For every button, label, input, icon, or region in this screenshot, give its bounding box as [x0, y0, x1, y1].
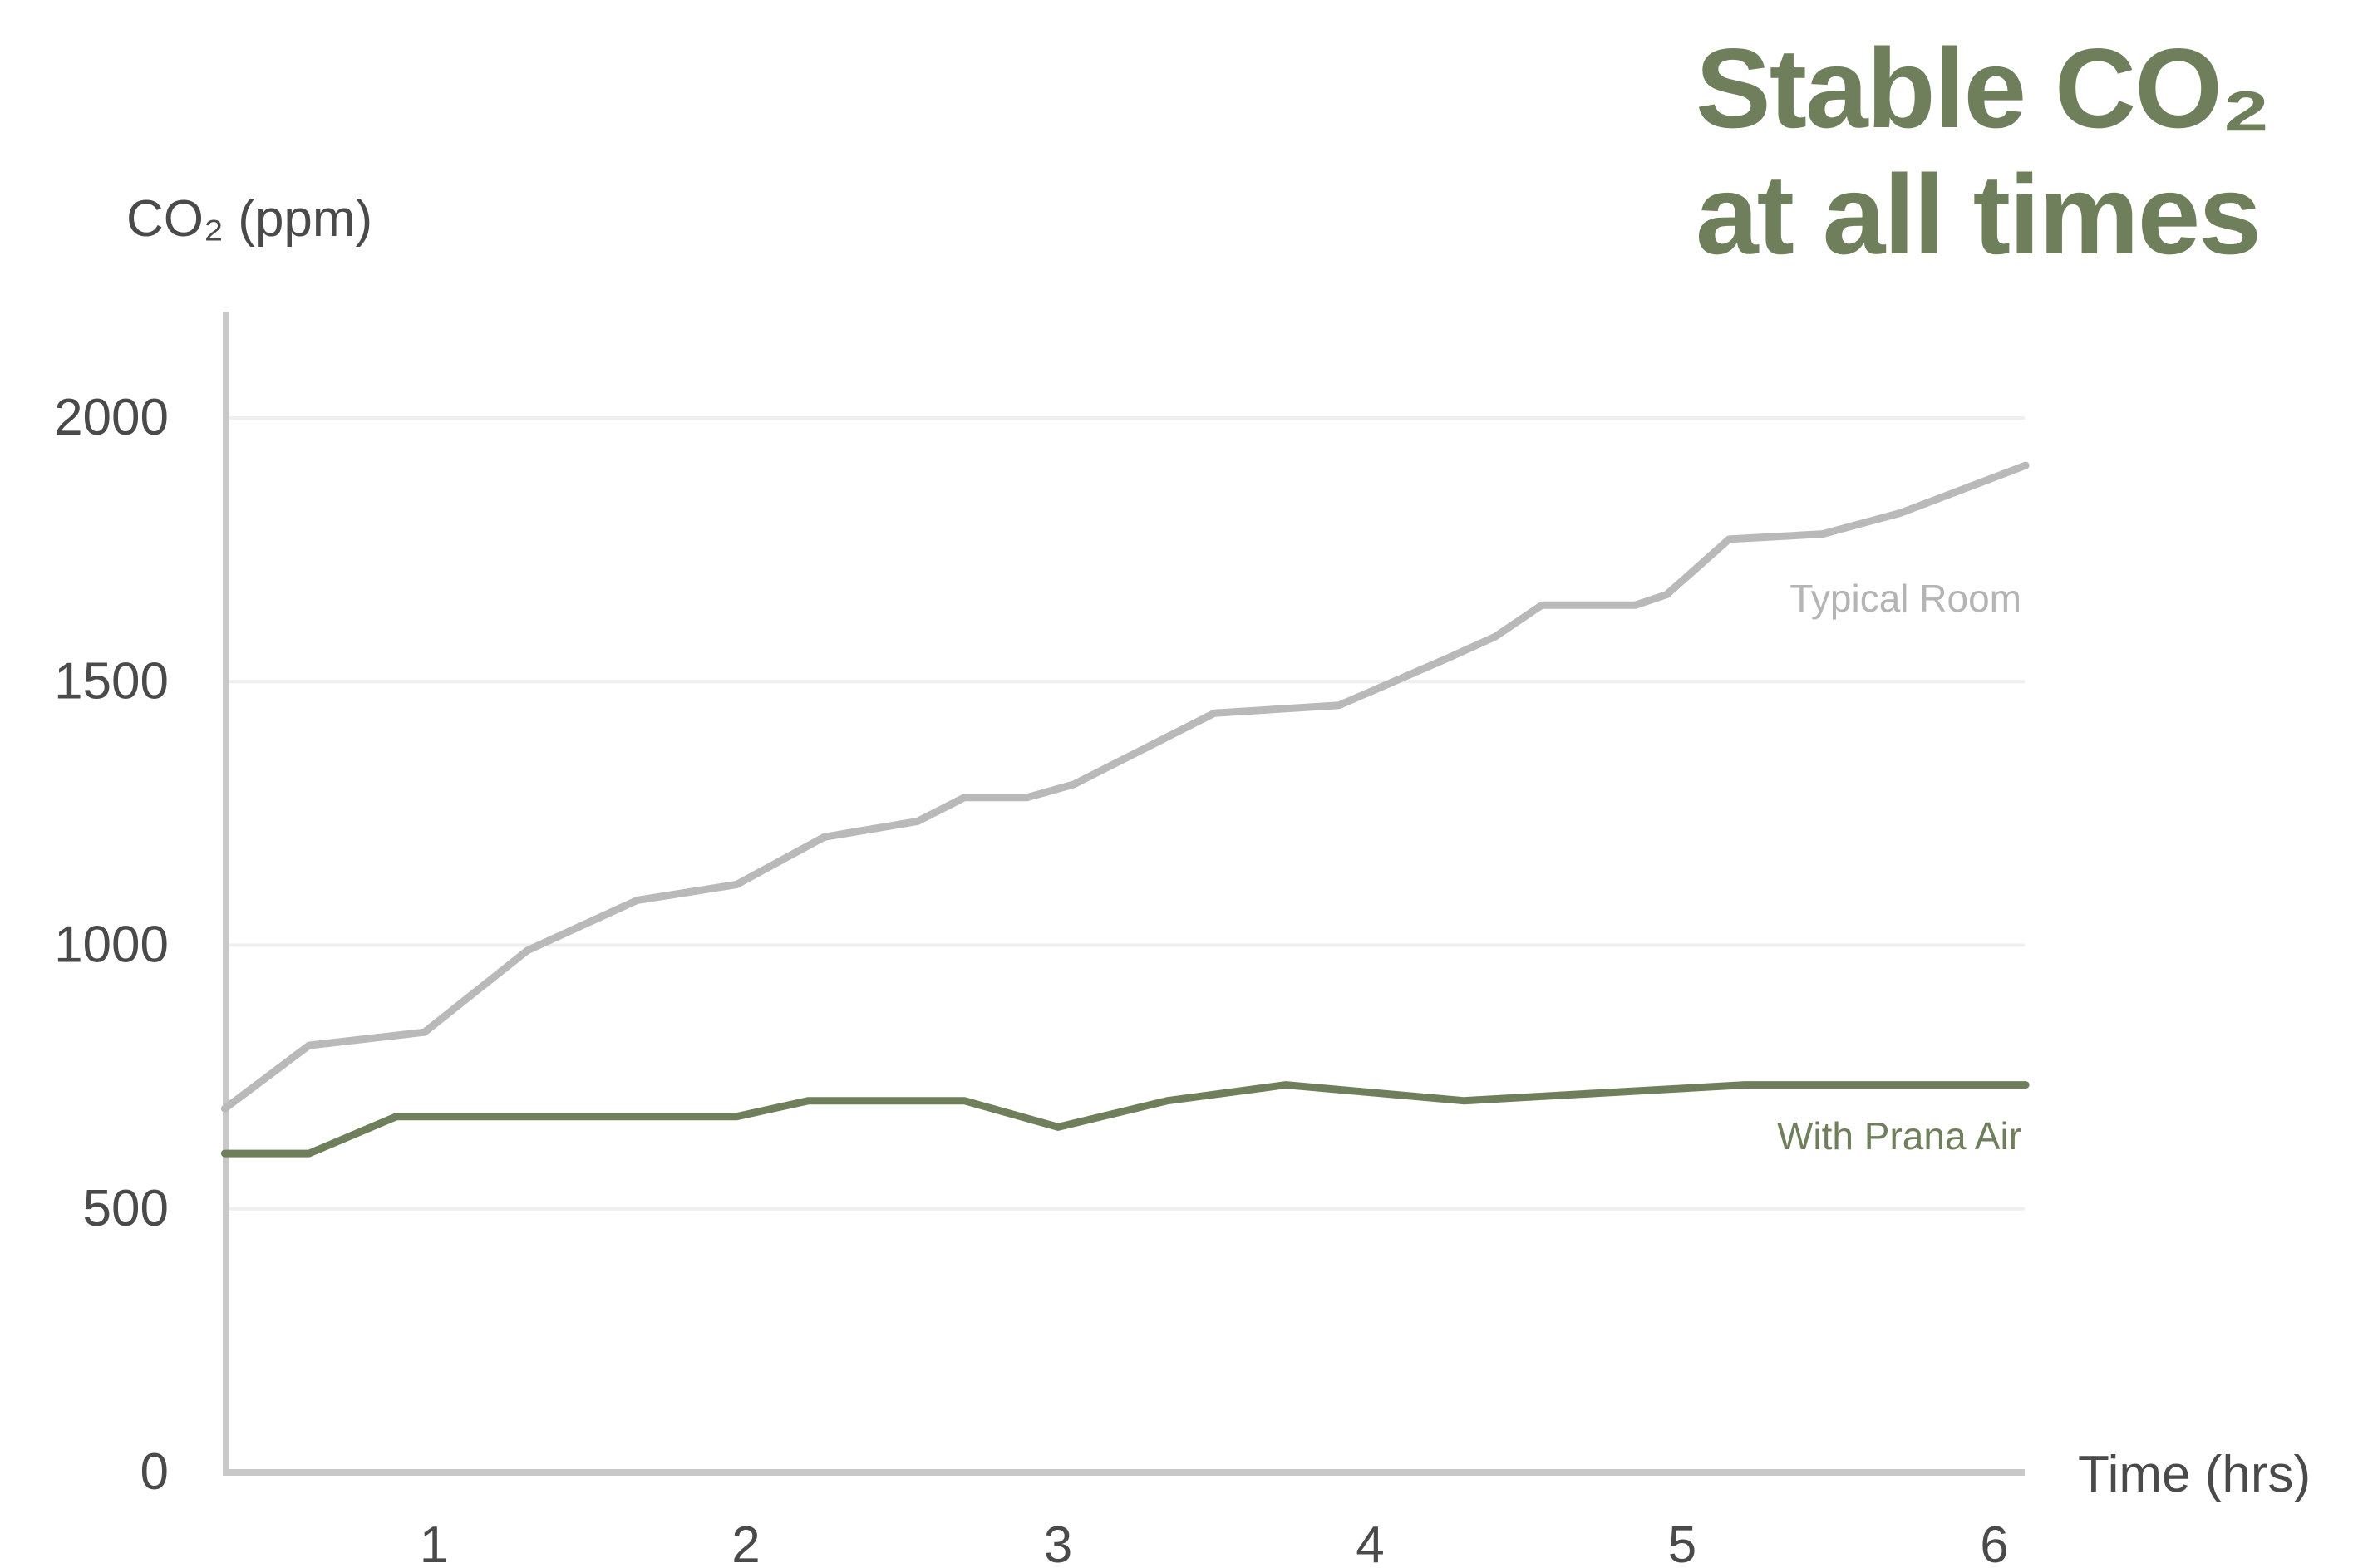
- x-tick-label-3: 3: [1044, 1516, 1072, 1568]
- y-tick-label-2000: 2000: [54, 389, 169, 446]
- series-label-with-prana-air: With Prana Air: [1777, 1114, 2021, 1158]
- x-tick-label-4: 4: [1356, 1516, 1384, 1568]
- chart-headline: Stable CO₂ at all times: [1696, 25, 2327, 278]
- x-axis-label: Time (hrs): [2078, 1446, 2311, 1503]
- x-tick-label-5: 5: [1668, 1516, 1696, 1568]
- headline-line-2: at all times: [1696, 151, 2262, 278]
- x-tick-label-2: 2: [731, 1516, 760, 1568]
- x-tick-label-1: 1: [420, 1516, 448, 1568]
- y-tick-label-1500: 1500: [54, 652, 169, 710]
- series-label-typical-room: Typical Room: [1789, 577, 2021, 620]
- y-axis-label: CO₂ (ppm): [126, 190, 372, 248]
- headline-line-1: Stable CO₂: [1696, 25, 2271, 151]
- y-tick-label-500: 500: [83, 1180, 169, 1237]
- series-line-typical-room: [220, 461, 2030, 1113]
- series-line-with-prana-air: [220, 1081, 2030, 1158]
- y-tick-label-1000: 1000: [54, 917, 169, 974]
- x-tick-label-6: 6: [1980, 1516, 2008, 1568]
- y-tick-label-0: 0: [140, 1443, 169, 1501]
